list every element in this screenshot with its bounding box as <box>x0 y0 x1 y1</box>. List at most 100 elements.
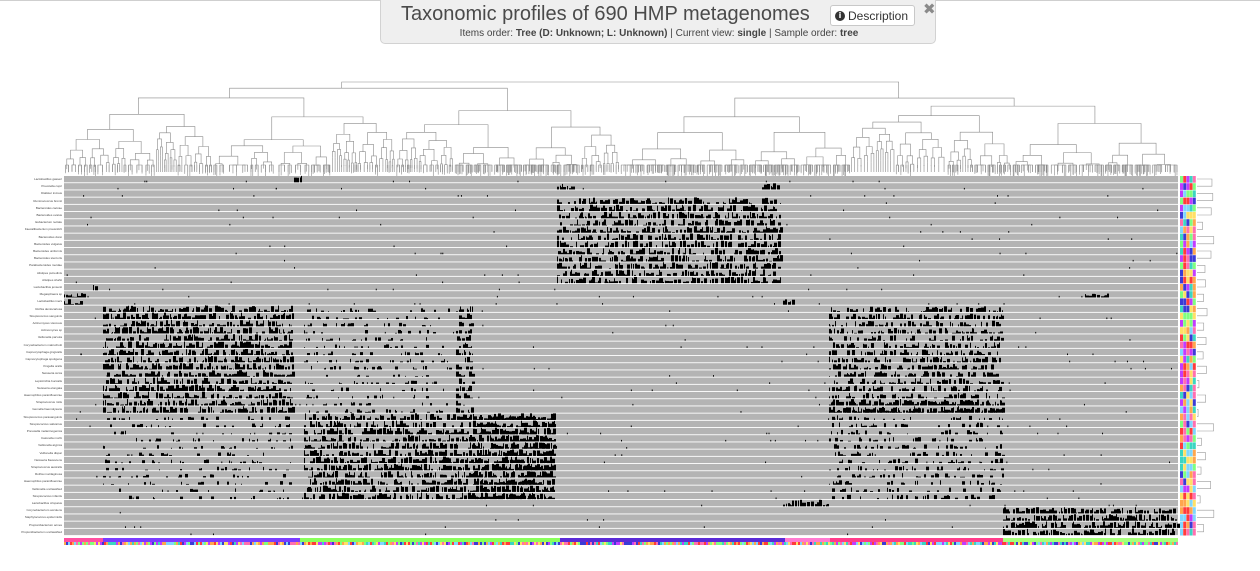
abundance-bar <box>202 350 203 356</box>
abundance-bar <box>619 212 621 219</box>
abundance-bar <box>373 310 376 312</box>
abundance-bar <box>884 350 885 356</box>
abundance-bar <box>934 315 937 320</box>
abundance-bar <box>896 400 899 406</box>
abundance-bar <box>272 382 274 384</box>
abundance-bar <box>841 328 844 334</box>
abundance-bar <box>746 249 748 255</box>
abundance-bar <box>313 331 315 334</box>
abundance-bar <box>684 229 686 233</box>
abundance-bar <box>646 200 647 204</box>
dendrogram-branch <box>414 158 418 169</box>
abundance-bar <box>361 482 362 485</box>
abundance-bar <box>543 417 546 420</box>
abundance-bar <box>580 213 581 219</box>
abundance-bar <box>875 325 878 327</box>
abundance-bar <box>340 451 343 456</box>
abundance-bar <box>585 216 586 219</box>
abundance-bar <box>735 278 736 284</box>
dendrogram-branch <box>508 164 518 175</box>
abundance-bar <box>415 422 417 428</box>
abundance-bar <box>733 205 736 212</box>
abundance-bar <box>867 351 870 356</box>
abundance-bar <box>110 397 113 399</box>
abundance-bar <box>977 389 979 392</box>
abundance-bar <box>161 377 164 384</box>
abundance-bar <box>282 399 285 406</box>
abundance-bar <box>977 399 979 406</box>
abundance-bar <box>308 476 310 478</box>
abundance-bar <box>985 365 987 370</box>
abundance-bar <box>900 352 902 356</box>
abundance-bar <box>265 344 268 348</box>
abundance-bar <box>670 198 673 204</box>
abundance-bar <box>197 320 198 327</box>
dendrogram-branch <box>1042 164 1048 177</box>
abundance-bar <box>189 372 191 377</box>
abundance-bar <box>908 374 909 377</box>
abundance-bar <box>460 439 461 442</box>
dendrogram-branch <box>121 157 126 166</box>
abundance-bar <box>179 357 182 363</box>
abundance-bar <box>949 367 950 370</box>
abundance-bar <box>989 372 990 377</box>
abundance-bar <box>981 352 982 356</box>
abundance-bar <box>370 489 372 492</box>
abundance-bar <box>464 350 465 356</box>
abundance-bar <box>650 205 652 212</box>
abundance-bar <box>989 395 990 399</box>
abundance-bar <box>943 366 944 370</box>
abundance-bar <box>352 353 354 356</box>
track-row-bg <box>64 327 1178 334</box>
abundance-bar <box>103 407 106 413</box>
abundance-bar <box>124 308 126 312</box>
abundance-bar <box>172 308 173 312</box>
abundance-bar <box>730 234 732 240</box>
abundance-bar <box>370 428 373 435</box>
abundance-bar <box>458 408 460 413</box>
abundance-bar <box>439 451 442 456</box>
dendrogram-branch <box>591 155 600 167</box>
abundance-bar <box>113 310 116 312</box>
abundance-bar <box>872 317 873 320</box>
abundance-bar <box>615 199 618 204</box>
abundance-bar <box>258 324 260 327</box>
abundance-bar <box>366 422 368 428</box>
abundance-bar <box>464 471 465 478</box>
abundance-bar <box>221 378 224 384</box>
abundance-bar <box>393 374 395 377</box>
abundance-bar <box>386 382 389 384</box>
abundance-bar <box>580 245 583 248</box>
abundance-bar <box>187 408 188 413</box>
abundance-bar <box>158 404 159 406</box>
abundance-bar <box>484 466 485 471</box>
abundance-bar <box>765 223 767 226</box>
abundance-bar <box>306 338 307 341</box>
abundance-bar <box>896 407 897 413</box>
abundance-bar <box>229 368 232 370</box>
abundance-bar <box>183 322 184 327</box>
abundance-bar <box>381 472 382 478</box>
dendrogram-branch <box>923 155 928 167</box>
abundance-bar <box>574 224 577 226</box>
abundance-bar <box>403 476 404 478</box>
abundance-bar <box>725 215 726 219</box>
abundance-bar <box>328 487 331 492</box>
abundance-bar <box>213 393 214 399</box>
abundance-bar <box>767 183 770 190</box>
abundance-bar <box>916 353 917 356</box>
abundance-bar <box>522 487 523 492</box>
abundance-bar <box>722 274 723 276</box>
abundance-bar <box>148 346 150 348</box>
abundance-bar <box>848 407 851 413</box>
abundance-bar <box>223 324 226 327</box>
dendrogram-branch <box>1022 155 1042 165</box>
abundance-tracks[interactable] <box>64 175 1180 536</box>
abundance-bar <box>329 480 331 485</box>
abundance-bar <box>173 317 174 320</box>
abundance-bar <box>231 328 232 334</box>
abundance-bar <box>235 341 237 348</box>
abundance-bar <box>191 385 192 392</box>
abundance-bar <box>757 223 760 226</box>
